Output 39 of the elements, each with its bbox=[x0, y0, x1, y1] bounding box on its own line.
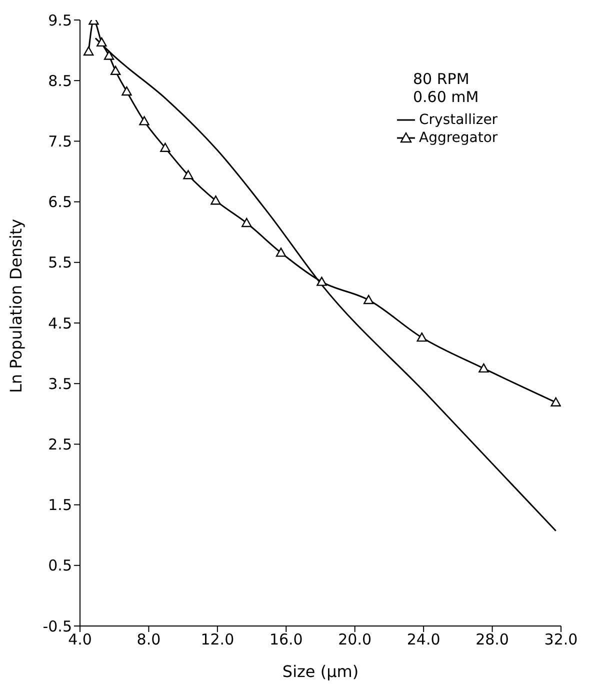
y-tick-label: 3.5 bbox=[48, 374, 72, 393]
y-tick-label: 4.5 bbox=[48, 314, 72, 332]
y-tick-label: 5.5 bbox=[48, 254, 72, 272]
x-tick-label: 32.0 bbox=[544, 630, 578, 649]
y-tick-label: 0.5 bbox=[48, 556, 72, 575]
legend-label: Aggregator bbox=[419, 130, 498, 146]
x-tick-label: 8.0 bbox=[136, 630, 161, 649]
point bbox=[139, 116, 150, 126]
y-tick-label: 2.5 bbox=[48, 436, 72, 454]
x-tick-label: 12.0 bbox=[200, 630, 234, 649]
point bbox=[364, 294, 374, 304]
y-axis-title: Ln Population Density bbox=[6, 218, 26, 393]
x-tick-label: 20.0 bbox=[338, 630, 372, 649]
point bbox=[416, 332, 427, 342]
point bbox=[160, 142, 170, 152]
y-tick-label: 7.5 bbox=[48, 132, 72, 151]
annotation: 0.60 mM bbox=[413, 88, 480, 106]
point bbox=[276, 248, 286, 257]
point bbox=[478, 363, 489, 373]
point bbox=[316, 276, 327, 286]
y-tick-label: 6.5 bbox=[48, 193, 72, 212]
point bbox=[104, 50, 114, 60]
x-tick-label: 28.0 bbox=[476, 630, 509, 649]
legend-label: Crystallizer bbox=[419, 112, 498, 128]
y-tick-label: 1.5 bbox=[48, 496, 72, 514]
point bbox=[96, 37, 107, 47]
point bbox=[210, 195, 221, 205]
point bbox=[550, 397, 561, 406]
x-tick-label: 24.0 bbox=[406, 630, 440, 649]
point bbox=[183, 170, 194, 180]
x-tick-label: 16.0 bbox=[269, 630, 303, 649]
y-tick-label: 9.5 bbox=[48, 11, 72, 30]
point bbox=[242, 218, 252, 228]
point bbox=[83, 46, 94, 56]
x-axis-title: Size (µm) bbox=[282, 662, 359, 681]
annotation: 80 RPM bbox=[413, 70, 470, 88]
point bbox=[122, 86, 132, 96]
point bbox=[110, 66, 121, 76]
y-tick-label: 8.5 bbox=[48, 72, 72, 90]
